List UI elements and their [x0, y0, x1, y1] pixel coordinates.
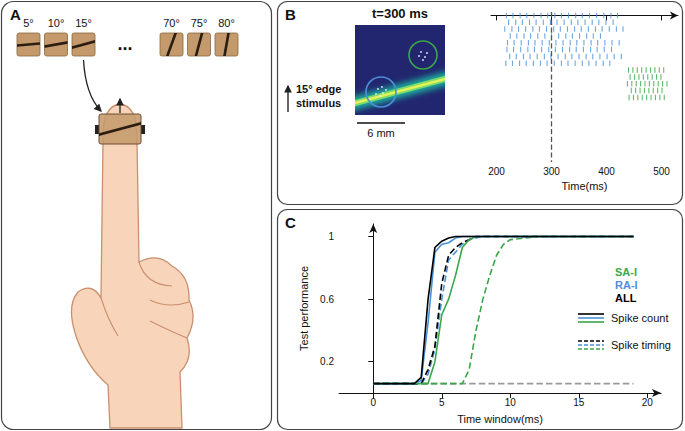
svg-text:75°: 75°	[191, 17, 208, 29]
svg-text:10: 10	[505, 397, 517, 408]
svg-text:15: 15	[573, 397, 585, 408]
svg-text:0.6: 0.6	[320, 294, 334, 305]
svg-text:6 mm: 6 mm	[367, 127, 395, 139]
svg-text:1: 1	[328, 231, 334, 242]
svg-text:5°: 5°	[23, 17, 34, 29]
svg-text:500: 500	[653, 166, 670, 177]
svg-text:5: 5	[439, 397, 445, 408]
svg-text:B: B	[285, 6, 296, 23]
svg-text:ALL: ALL	[615, 292, 637, 304]
svg-text:400: 400	[598, 166, 615, 177]
svg-text:A: A	[10, 6, 21, 23]
svg-text:80°: 80°	[218, 17, 235, 29]
svg-text:Time window(ms): Time window(ms)	[457, 413, 543, 425]
svg-text:t=300 ms: t=300 ms	[372, 6, 428, 21]
svg-text:Test performance: Test performance	[298, 266, 310, 351]
svg-text:Spike timing: Spike timing	[611, 339, 671, 351]
svg-text:0: 0	[370, 397, 376, 408]
svg-text:Time(ms): Time(ms)	[561, 180, 607, 192]
svg-text:RA-I: RA-I	[615, 279, 638, 291]
svg-text:10°: 10°	[48, 17, 65, 29]
svg-text:200: 200	[488, 166, 505, 177]
svg-text:Spike count: Spike count	[611, 312, 668, 324]
svg-text:20: 20	[642, 397, 654, 408]
svg-text:SA-I: SA-I	[615, 266, 637, 278]
svg-text:stimulus: stimulus	[296, 97, 341, 109]
svg-text:300: 300	[543, 166, 560, 177]
svg-text:C: C	[285, 214, 296, 231]
svg-text:15°: 15°	[75, 17, 92, 29]
svg-text:...: ...	[117, 34, 132, 54]
svg-text:15° edge: 15° edge	[296, 83, 341, 95]
svg-text:70°: 70°	[163, 17, 180, 29]
svg-text:0.2: 0.2	[320, 356, 334, 367]
